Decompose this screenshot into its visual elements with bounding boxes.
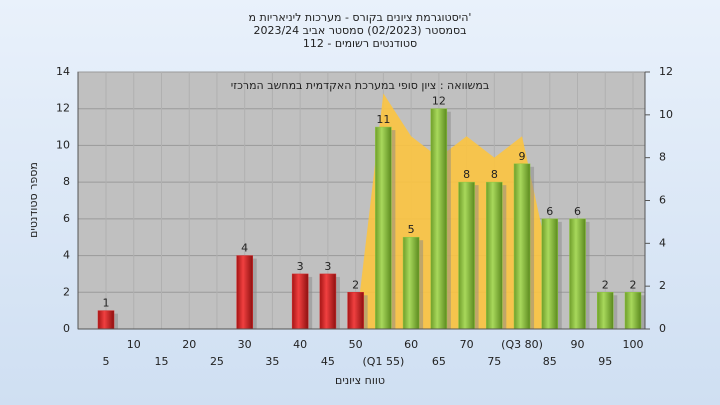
- bar: [430, 108, 448, 330]
- bar: [347, 292, 364, 330]
- x-tick-label: 45: [321, 355, 335, 368]
- x-tick-label: 100: [623, 338, 644, 351]
- value-label: 3: [297, 260, 304, 273]
- bar: [541, 218, 559, 330]
- bar: [458, 181, 475, 330]
- value-label: 2: [352, 278, 359, 291]
- x-tick-label: 35: [265, 355, 279, 368]
- x-tick-label: 15: [154, 355, 168, 368]
- value-label: 3: [324, 260, 331, 273]
- value-label: 8: [463, 168, 470, 181]
- bar: [569, 218, 586, 330]
- bar: [319, 273, 337, 330]
- y2-tick-label: 6: [659, 194, 666, 207]
- x-tick-label: 75: [487, 355, 501, 368]
- y-tick-label: 6: [63, 212, 70, 225]
- y-tick-label: 4: [63, 249, 70, 262]
- bar: [236, 255, 253, 330]
- y2-tick-label: 12: [659, 65, 673, 78]
- value-label: 11: [376, 113, 390, 126]
- x-tick-label: 85: [543, 355, 557, 368]
- value-label: 5: [408, 223, 415, 236]
- value-label: 1: [103, 297, 110, 310]
- y-tick-label: 12: [56, 102, 70, 115]
- value-label: 9: [519, 150, 526, 163]
- value-label: 2: [630, 278, 637, 291]
- bar: [513, 163, 531, 330]
- annotation: במשוואה : ציון סופי במערכת האקדמית במחשב…: [231, 79, 489, 92]
- y2-tick-label: 0: [659, 322, 666, 335]
- x-tick-label: 60: [404, 338, 418, 351]
- bar: [624, 292, 642, 330]
- y-tick-label: 0: [63, 322, 70, 335]
- value-label: 2: [602, 278, 609, 291]
- x-axis-label: טווח ציונים: [335, 374, 385, 387]
- value-label: 6: [546, 205, 553, 218]
- subtitle: בסמסטר (02/2023) סמסטר אביב 2023/24: [253, 24, 466, 37]
- y-tick-label: 14: [56, 65, 70, 78]
- value-label: 8: [491, 168, 498, 181]
- x-tick-label: 30: [238, 338, 252, 351]
- x-tick-label: 10: [127, 338, 141, 351]
- x-tick-label: 20: [182, 338, 196, 351]
- y2-tick-label: 4: [659, 236, 666, 249]
- y-tick-label: 10: [56, 138, 70, 151]
- value-label: 4: [241, 242, 248, 255]
- bar: [597, 292, 614, 330]
- x-tick-label: (Q1 55): [363, 355, 405, 368]
- bar: [97, 310, 115, 330]
- x-tick-label: 65: [432, 355, 446, 368]
- y2-tick-label: 8: [659, 151, 666, 164]
- x-tick-label: 70: [460, 338, 474, 351]
- y-axis-label: מספר סטודנטים: [27, 162, 40, 238]
- y-tick-label: 8: [63, 175, 70, 188]
- x-tick-label: 5: [103, 355, 110, 368]
- x-tick-label: (Q3 80): [501, 338, 543, 351]
- subtitle: סטודנטים רשומים - 112: [303, 37, 417, 50]
- bar: [402, 236, 420, 330]
- bar: [375, 126, 392, 330]
- y2-tick-label: 10: [659, 108, 673, 121]
- chart-title: היסטוגרמת ציונים בקורס - מערכות ליניאריו…: [249, 11, 472, 24]
- y2-tick-label: 2: [659, 279, 666, 292]
- value-label: 6: [574, 205, 581, 218]
- bar: [486, 181, 503, 330]
- x-tick-label: 90: [571, 338, 585, 351]
- x-tick-label: 25: [210, 355, 224, 368]
- bar: [291, 273, 309, 330]
- x-tick-label: 95: [598, 355, 612, 368]
- x-tick-label: 40: [293, 338, 307, 351]
- value-label: 12: [432, 95, 446, 108]
- x-tick-label: 50: [349, 338, 363, 351]
- y-tick-label: 2: [63, 285, 70, 298]
